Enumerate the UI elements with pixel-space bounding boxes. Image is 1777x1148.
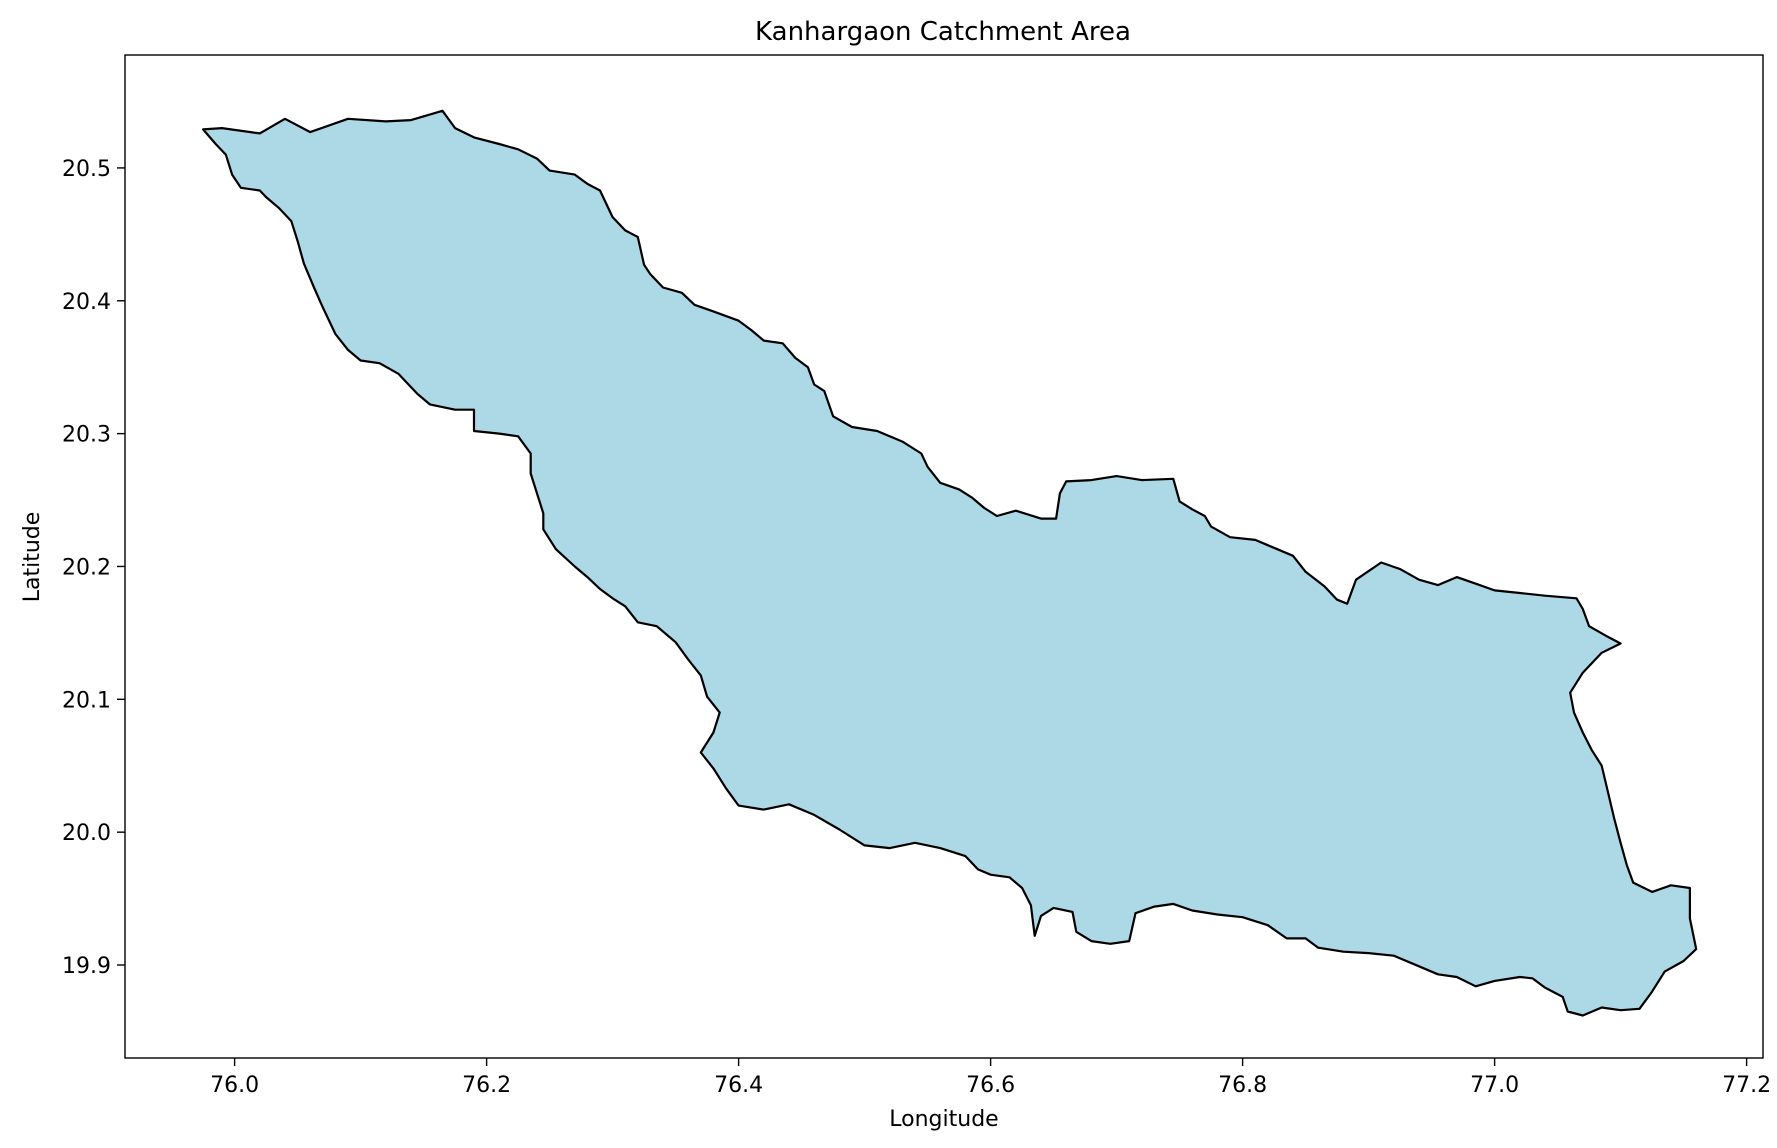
- y-tick-label: 20.0: [62, 821, 111, 846]
- y-axis-title: Latitude: [20, 512, 45, 603]
- x-axis-title: Longitude: [889, 1107, 998, 1132]
- x-tick-label: 76.8: [1218, 1073, 1267, 1098]
- y-tick-label: 20.2: [62, 555, 111, 580]
- y-axis-ticks: 19.9 20.0 20.1 20.2 20.3 20.4 20.5: [62, 157, 125, 979]
- axes-frame: [124, 54, 1764, 1059]
- plot-area: [124, 54, 1764, 1059]
- x-tick-label: 76.4: [714, 1073, 763, 1098]
- y-tick-label: 20.1: [62, 688, 111, 713]
- chart-title: Kanhargaon Catchment Area: [755, 17, 1131, 47]
- x-tick-label: 76.2: [462, 1073, 511, 1098]
- y-tick-label: 20.5: [62, 157, 111, 182]
- y-tick-label: 20.3: [62, 423, 111, 448]
- catchment-polygon[interactable]: [202, 109, 1698, 1017]
- x-axis-ticks: 76.0 76.2 76.4 76.6 76.8 77.0 77.2: [210, 1058, 1771, 1098]
- x-tick-label: 77.2: [1722, 1073, 1771, 1098]
- y-tick-label: 20.4: [62, 290, 111, 315]
- x-tick-label: 76.6: [966, 1073, 1015, 1098]
- x-tick-label: 77.0: [1470, 1073, 1519, 1098]
- y-tick-label: 19.9: [62, 954, 111, 979]
- x-tick-label: 76.0: [210, 1073, 259, 1098]
